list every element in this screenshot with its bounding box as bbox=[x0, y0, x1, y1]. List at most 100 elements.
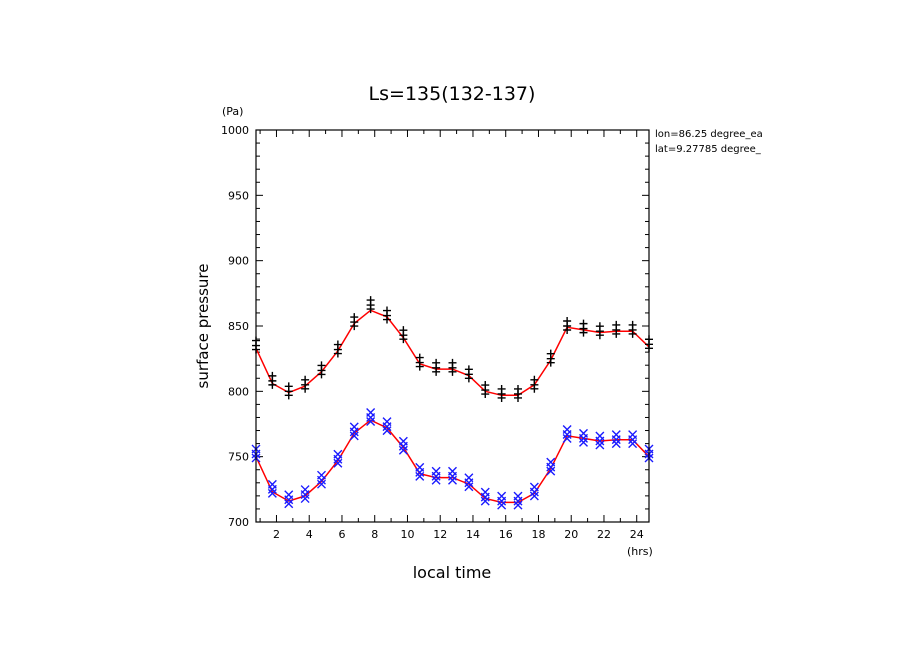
data-point-cross bbox=[562, 429, 572, 439]
x-tick-label: 4 bbox=[306, 528, 313, 541]
data-point-cross bbox=[284, 495, 294, 505]
data-point-cross bbox=[579, 433, 588, 443]
x-tick-label: 2 bbox=[273, 528, 280, 541]
data-point-plus bbox=[301, 384, 310, 393]
data-point-cross bbox=[382, 422, 392, 432]
data-point-plus bbox=[497, 393, 506, 402]
data-point-cross bbox=[382, 426, 392, 436]
data-point-cross bbox=[628, 435, 638, 445]
fit-lines bbox=[255, 309, 650, 504]
data-point-cross bbox=[529, 491, 539, 501]
data-point-plus bbox=[399, 335, 408, 344]
data-point-plus bbox=[415, 362, 424, 371]
data-point-plus bbox=[268, 380, 277, 389]
data-point-plus bbox=[383, 315, 391, 324]
y-tick-label: 1000 bbox=[221, 124, 249, 137]
chart-title: Ls=135(132-137) bbox=[369, 83, 536, 105]
annotation-lon: lon=86.25 degree_ea bbox=[655, 129, 763, 140]
x-tick-label: 20 bbox=[564, 528, 578, 541]
data-point-cross bbox=[349, 427, 359, 437]
data-point-cross bbox=[562, 433, 572, 443]
x-tick-label: 22 bbox=[597, 528, 611, 541]
data-point-plus bbox=[464, 374, 473, 383]
x-tick-label: 6 bbox=[338, 528, 345, 541]
data-point-plus bbox=[350, 322, 359, 331]
annotation-lat: lat=9.27785 degree_ bbox=[655, 144, 762, 155]
data-point-cross bbox=[267, 488, 277, 498]
data-points bbox=[251, 296, 654, 510]
data-point-cross bbox=[595, 440, 605, 450]
data-point-cross bbox=[497, 500, 507, 510]
data-point-cross bbox=[366, 416, 376, 426]
data-point-cross bbox=[317, 479, 326, 489]
data-point-cross bbox=[284, 499, 294, 509]
data-point-cross bbox=[300, 494, 310, 504]
data-point-cross bbox=[611, 435, 621, 445]
data-point-plus bbox=[563, 326, 572, 334]
data-point-plus bbox=[432, 367, 441, 376]
data-point-plus bbox=[366, 305, 375, 314]
data-point-cross bbox=[611, 439, 621, 449]
x-tick-label: 14 bbox=[466, 528, 480, 541]
x-tick-label: 24 bbox=[630, 528, 644, 541]
data-point-cross bbox=[513, 496, 523, 506]
data-point-plus bbox=[514, 393, 522, 402]
data-point-cross bbox=[366, 412, 376, 422]
data-point-cross bbox=[415, 467, 425, 477]
data-point-cross bbox=[513, 500, 523, 510]
x-tick-label: 16 bbox=[499, 528, 513, 541]
data-point-cross bbox=[333, 458, 343, 468]
data-point-cross bbox=[464, 478, 474, 488]
data-point-cross bbox=[628, 439, 638, 449]
data-point-cross bbox=[595, 436, 605, 446]
y-tick-label: 700 bbox=[228, 516, 249, 529]
data-point-cross bbox=[546, 462, 556, 472]
data-point-cross bbox=[431, 475, 441, 485]
data-point-cross bbox=[398, 441, 408, 451]
x-tick-label: 12 bbox=[433, 528, 447, 541]
x-tick-label: 8 bbox=[371, 528, 378, 541]
data-point-cross bbox=[267, 484, 277, 494]
data-point-cross bbox=[333, 454, 343, 464]
data-point-plus bbox=[317, 370, 326, 379]
data-point-cross bbox=[480, 492, 490, 502]
y-axis-label: surface pressure bbox=[194, 264, 212, 389]
y-tick-label: 800 bbox=[228, 385, 249, 398]
y-unit-label: (Pa) bbox=[222, 105, 243, 118]
data-point-cross bbox=[464, 482, 474, 492]
data-point-plus bbox=[481, 390, 490, 399]
data-point-plus bbox=[284, 391, 293, 400]
data-point-plus bbox=[628, 329, 637, 338]
data-point-cross bbox=[529, 487, 539, 497]
x-tick-label: 10 bbox=[400, 528, 414, 541]
data-point-cross bbox=[398, 445, 408, 455]
y-tick-label: 950 bbox=[228, 189, 249, 202]
data-point-cross bbox=[317, 475, 326, 485]
data-point-cross bbox=[415, 471, 425, 481]
fit-line bbox=[255, 419, 650, 504]
data-point-plus bbox=[595, 331, 604, 340]
data-point-cross bbox=[546, 466, 556, 476]
data-point-cross bbox=[448, 471, 457, 481]
data-point-plus bbox=[579, 328, 588, 337]
data-point-plus bbox=[530, 384, 539, 393]
data-point-cross bbox=[480, 496, 490, 506]
y-tick-label: 850 bbox=[228, 320, 249, 333]
data-point-cross bbox=[349, 431, 359, 441]
data-point-plus bbox=[448, 367, 457, 376]
annotation-clip-mask bbox=[779, 125, 809, 160]
y-tick-label: 900 bbox=[228, 255, 249, 268]
data-point-cross bbox=[579, 437, 588, 447]
x-axis-label: local time bbox=[413, 563, 492, 582]
y-tick-label: 750 bbox=[228, 451, 249, 464]
data-point-plus bbox=[546, 358, 555, 367]
data-point-cross bbox=[300, 490, 310, 500]
data-point-cross bbox=[497, 496, 507, 506]
data-point-plus bbox=[333, 349, 342, 358]
data-point-cross bbox=[448, 475, 457, 485]
fit-line bbox=[255, 309, 650, 397]
x-tick-label: 18 bbox=[531, 528, 545, 541]
data-point-cross bbox=[431, 471, 441, 481]
x-unit-label: (hrs) bbox=[627, 545, 653, 558]
